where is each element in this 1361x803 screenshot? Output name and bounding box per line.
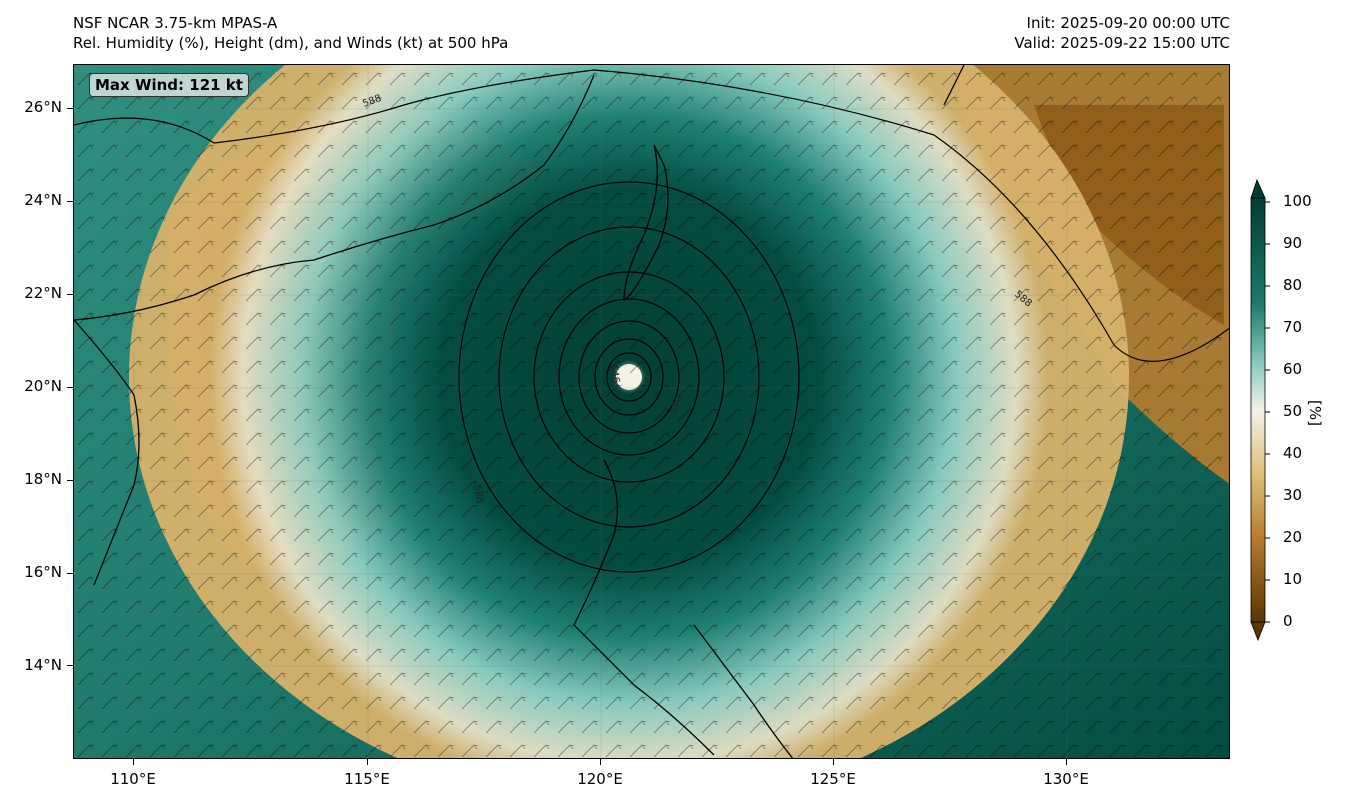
lat-label: 18°N <box>24 470 62 488</box>
init-time: Init: 2025-09-20 00:00 UTC <box>1026 14 1230 32</box>
colorbar <box>1250 178 1270 642</box>
lat-tick <box>67 387 73 388</box>
lon-label: 130°E <box>1043 770 1089 788</box>
lon-label: 125°E <box>810 770 856 788</box>
lat-label: 26°N <box>24 98 62 116</box>
lat-tick <box>67 294 73 295</box>
lat-tick <box>67 201 73 202</box>
colorbar-tick-label: 60 <box>1283 360 1303 378</box>
colorbar-gradient <box>1250 197 1266 623</box>
field-description: Rel. Humidity (%), Height (dm), and Wind… <box>73 34 509 52</box>
colorbar-unit-label: [%] <box>1306 400 1324 426</box>
lon-tick <box>600 759 601 765</box>
colorbar-min-extend <box>1250 621 1266 642</box>
valid-time: Valid: 2025-09-22 15:00 UTC <box>1014 34 1230 52</box>
colorbar-tick-label: 30 <box>1283 486 1303 504</box>
lon-tick <box>1066 759 1067 765</box>
colorbar-tick-label: 70 <box>1283 318 1303 336</box>
lat-label: 22°N <box>24 284 62 302</box>
lon-label: 110°E <box>110 770 156 788</box>
chart-title: NSF NCAR 3.75-km MPAS-A Rel. Humidity (%… <box>73 13 508 53</box>
graticule <box>74 65 1229 758</box>
lat-label: 20°N <box>24 377 62 395</box>
colorbar-max-extend <box>1250 178 1266 199</box>
lat-label: 16°N <box>24 563 62 581</box>
colorbar-tick-label: 0 <box>1283 612 1293 630</box>
lat-tick <box>67 108 73 109</box>
lon-label: 115°E <box>344 770 390 788</box>
colorbar-tick-label: 20 <box>1283 528 1303 546</box>
lat-label: 24°N <box>24 191 62 209</box>
contour-label: 546 <box>607 364 621 385</box>
model-name: NSF NCAR 3.75-km MPAS-A <box>73 14 278 32</box>
lon-tick <box>833 759 834 765</box>
colorbar-tick-label: 40 <box>1283 444 1303 462</box>
map-canvas: 588 588 546 570 588 <box>74 65 1229 758</box>
contour-label: 588 <box>471 484 485 505</box>
lat-tick <box>67 573 73 574</box>
lon-tick <box>367 759 368 765</box>
colorbar-tick-label: 10 <box>1283 570 1303 588</box>
coastlines <box>74 65 965 758</box>
max-wind-annotation: Max Wind: 121 kt <box>89 73 249 97</box>
height-contours <box>74 69 1229 573</box>
colorbar-tick-label: 90 <box>1283 234 1303 252</box>
lat-tick <box>67 480 73 481</box>
lon-label: 120°E <box>577 770 623 788</box>
lat-tick <box>67 665 73 666</box>
colorbar-tick-label: 80 <box>1283 276 1303 294</box>
time-info: Init: 2025-09-20 00:00 UTC Valid: 2025-0… <box>1014 13 1230 53</box>
map-panel: 588 588 546 570 588 <box>73 64 1230 759</box>
colorbar-tick-label: 100 <box>1283 192 1312 210</box>
colorbar-tick-label: 50 <box>1283 402 1303 420</box>
lat-label: 14°N <box>24 656 62 674</box>
lon-tick <box>133 759 134 765</box>
